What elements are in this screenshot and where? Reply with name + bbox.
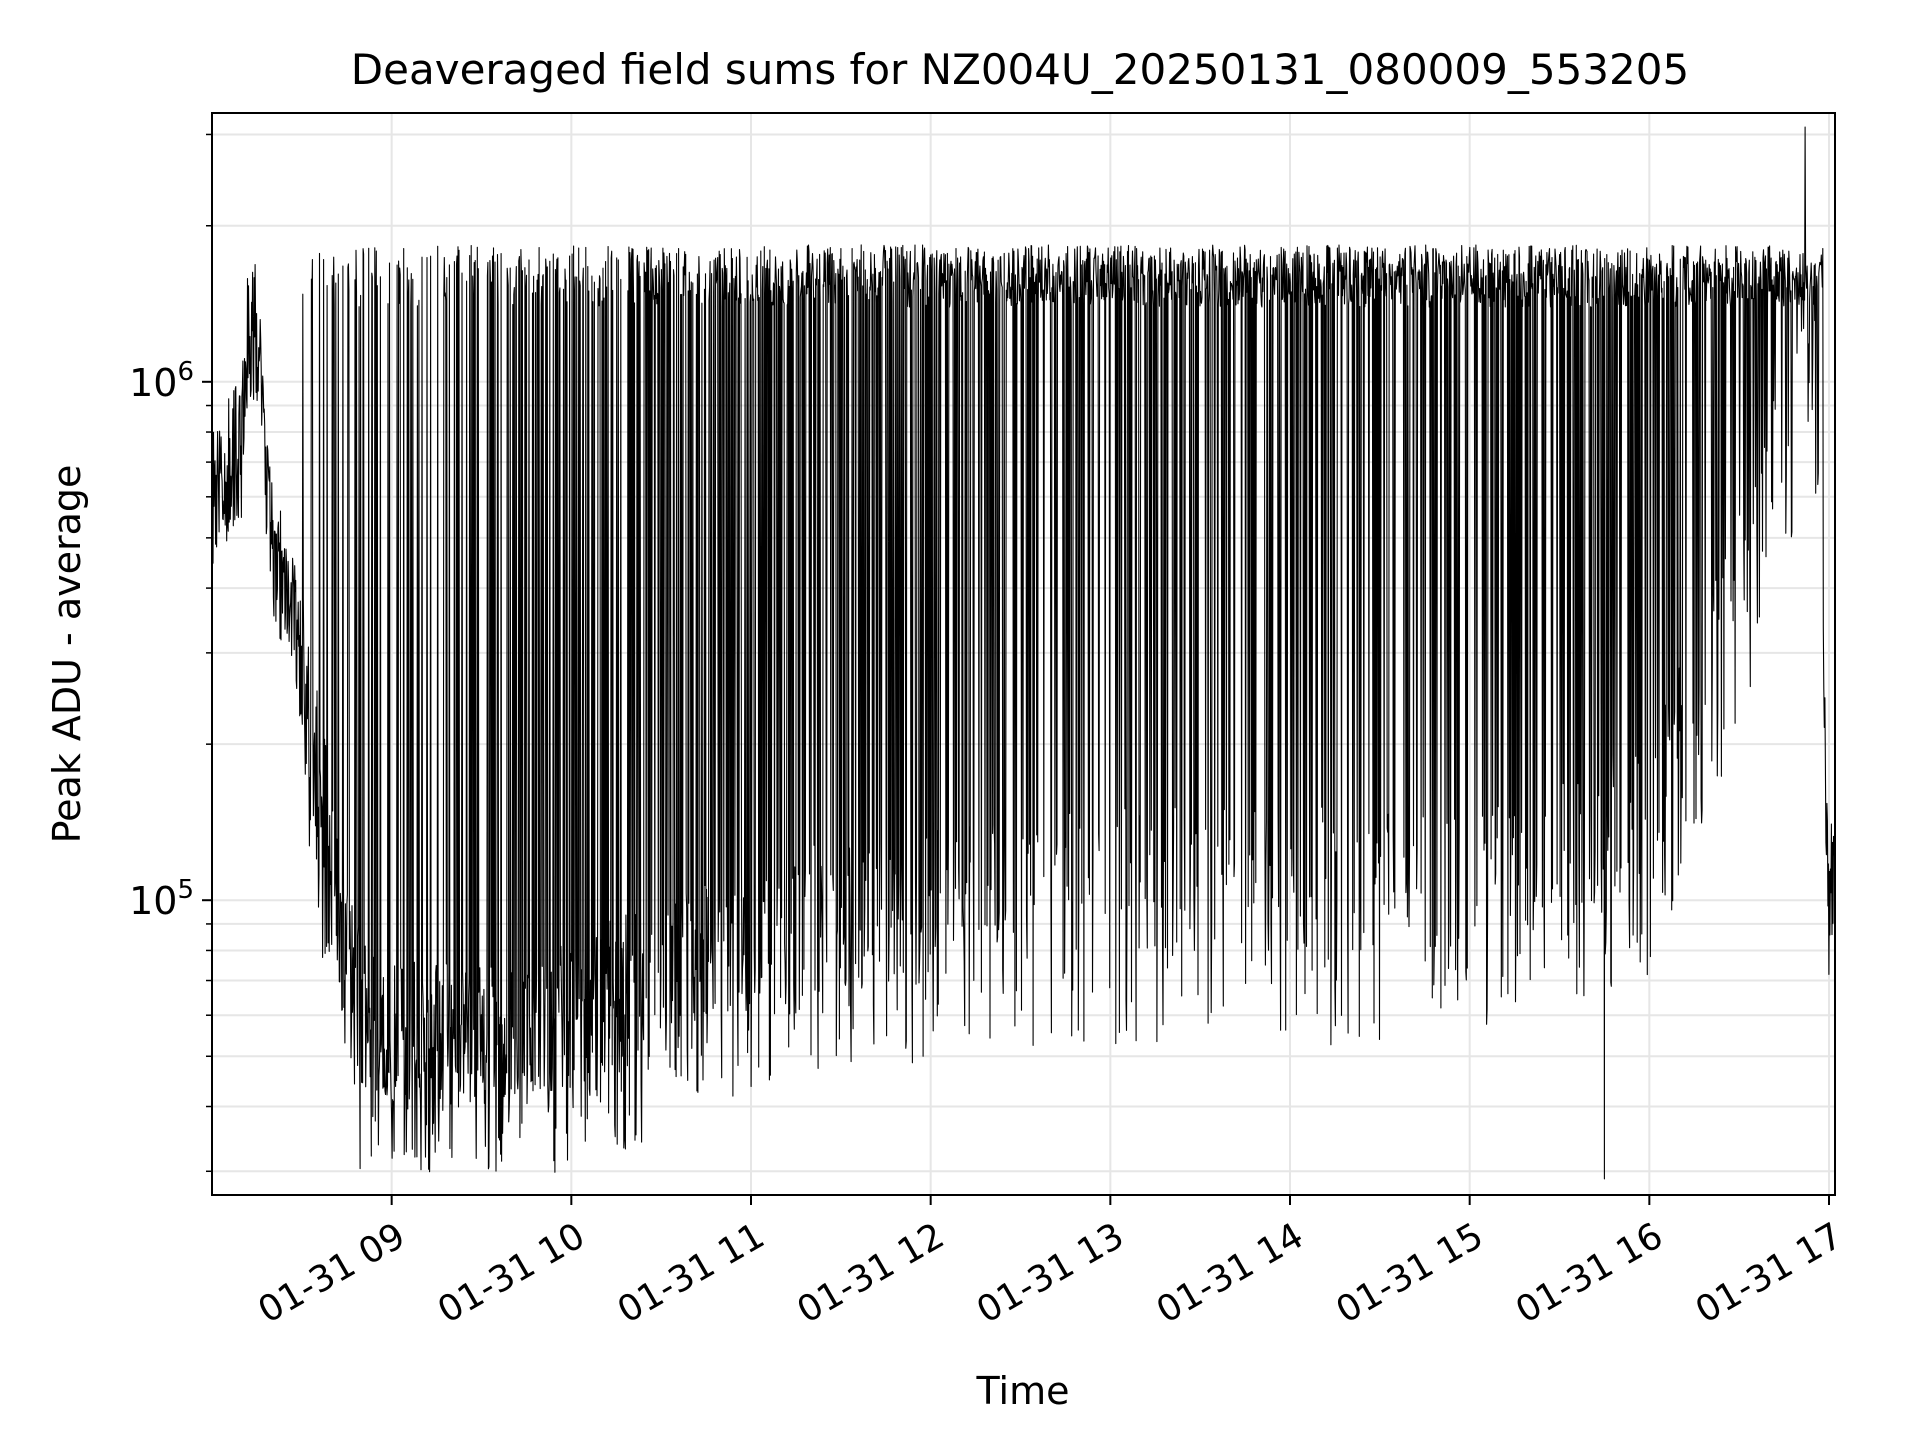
chart-title: Deaveraged field sums for NZ004U_2025013… <box>351 45 1689 94</box>
series-layer <box>212 126 1835 1180</box>
x-tick-label: 01-31 17 <box>1689 1215 1850 1331</box>
x-tick-label: 01-31 11 <box>611 1215 772 1331</box>
x-axis-label: Time <box>976 1369 1070 1413</box>
series-line <box>212 126 1835 1180</box>
y-axis-label: Peak ADU - average <box>45 465 89 844</box>
x-tick-label: 01-31 14 <box>1150 1215 1311 1331</box>
x-tick-label: 01-31 09 <box>251 1215 412 1331</box>
plot-frame <box>211 112 1836 1196</box>
y-tick-layer: 105 106 <box>129 133 212 1173</box>
x-tick-label: 01-31 13 <box>970 1215 1131 1331</box>
x-tick-label: 01-31 16 <box>1509 1215 1670 1331</box>
y-tick-label: 105 <box>129 875 194 923</box>
x-tick-layer: 01-31 09 01-31 10 01-31 11 01-31 12 01-31 13… <box>251 1195 1850 1332</box>
x-tick-label: 01-31 12 <box>790 1215 951 1331</box>
y-tick-label: 106 <box>129 357 194 405</box>
x-tick-label: 01-31 15 <box>1330 1215 1491 1331</box>
x-tick-label: 01-31 10 <box>431 1215 592 1331</box>
